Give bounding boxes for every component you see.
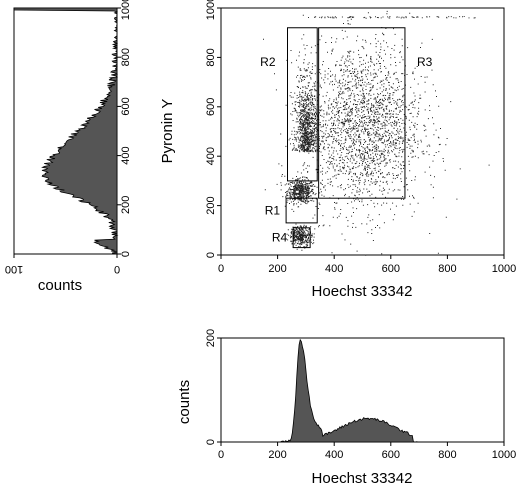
hoechst-histogram-area <box>221 338 504 443</box>
pyronin-hist-ytick-600: 600 <box>120 97 132 115</box>
gate-label-R2: R2 <box>260 55 276 69</box>
pyronin-histogram-panel: 0 200 400 600 800 1000 0 100 counts <box>5 0 132 294</box>
scatter-xtick-600: 600 <box>382 263 400 275</box>
scatter-ytick-0: 0 <box>205 252 217 258</box>
pyronin-hist-ytick-400: 400 <box>120 146 132 164</box>
scatter-panel: R1 R2 R3 R4 0 200 400 600 800 1000 0 200 400 600 800… <box>159 0 516 300</box>
scatter-saturation-dots <box>308 16 476 19</box>
pyronin-hist-xtick-0: 0 <box>114 263 120 275</box>
scatter-xtick-800: 800 <box>438 263 456 275</box>
hoechst-histogram-ylabel: counts <box>176 380 193 424</box>
scatter-xtick-0: 0 <box>218 263 224 275</box>
hoechst-hist-ytick-0: 0 <box>205 439 217 445</box>
scatter-dots-R3 <box>263 10 490 256</box>
scatter-population-R3 <box>263 10 490 256</box>
scatter-xtick-1000: 1000 <box>492 263 516 275</box>
scatter-ytick-600: 600 <box>205 98 217 116</box>
pyronin-hist-ytick-800: 800 <box>120 48 132 66</box>
scatter-dots-R1 <box>276 171 321 212</box>
hoechst-histogram-panel: 0 200 0 200 400 600 800 1000 counts Hoechst 33… <box>176 329 516 487</box>
hoechst-hist-xtick-0: 0 <box>218 449 224 461</box>
scatter-dots-R2 <box>285 14 325 153</box>
gate-label-R1: R1 <box>265 204 281 218</box>
scatter-points <box>263 10 490 256</box>
scatter-xtick-400: 400 <box>325 263 343 275</box>
hoechst-histogram-xlabel: Hoechst 33342 <box>312 470 413 487</box>
gate-R1 <box>285 197 318 224</box>
scatter-ytick-1000: 1000 <box>205 0 217 20</box>
scatter-ylabel: Pyronin Y <box>159 99 176 164</box>
scatter-population-R4 <box>285 223 316 251</box>
hoechst-hist-xtick-1000: 1000 <box>492 449 516 461</box>
pyronin-histogram-xlabel: counts <box>38 277 82 294</box>
scatter-population-R1 <box>276 171 321 212</box>
scatter-ytick-800: 800 <box>205 48 217 66</box>
scatter-frame <box>220 7 505 256</box>
hoechst-hist-xtick-400: 400 <box>325 449 343 461</box>
scatter-ytick-200: 200 <box>205 196 217 214</box>
pyronin-hist-ytick-0: 0 <box>120 251 132 257</box>
gate-R2 <box>287 27 318 182</box>
hoechst-hist-ytick-200: 200 <box>205 329 217 347</box>
scatter-xtick-200: 200 <box>268 263 286 275</box>
pyronin-histogram-area <box>13 7 119 255</box>
scatter-population-R2 <box>285 14 325 153</box>
hoechst-hist-xtick-800: 800 <box>438 449 456 461</box>
gate-label-R4: R4 <box>272 231 288 245</box>
hoechst-hist-xtick-600: 600 <box>382 449 400 461</box>
hoechst-hist-xtick-200: 200 <box>268 449 286 461</box>
pyronin-hist-xtick-100: 100 <box>5 263 23 275</box>
pyronin-hist-ytick-1000: 1000 <box>120 0 132 20</box>
gate-label-R3: R3 <box>417 55 433 69</box>
scatter-ytick-400: 400 <box>205 147 217 165</box>
gate-R3 <box>318 27 406 199</box>
pyronin-hist-ytick-200: 200 <box>120 196 132 214</box>
gate-R4 <box>292 227 311 249</box>
scatter-xlabel: Hoechst 33342 <box>312 283 413 300</box>
scatter-dots-R4 <box>285 223 316 251</box>
